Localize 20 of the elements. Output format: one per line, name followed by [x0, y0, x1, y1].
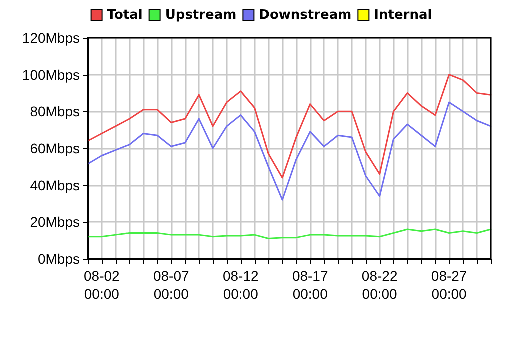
x-tick-label: 08-12 00:00 [222, 268, 259, 302]
legend-label: Upstream [165, 8, 237, 23]
y-tick-label: 120Mbps [22, 30, 80, 46]
y-tick-label: 60Mbps [30, 140, 80, 156]
x-tick-label: 08-02 00:00 [84, 268, 120, 302]
line-series [87, 102, 492, 201]
line-series [87, 228, 492, 240]
y-tick-label: 0Mbps [38, 251, 80, 267]
line-series [87, 74, 492, 179]
x-tick-label: 08-22 00:00 [362, 268, 398, 302]
y-tick-label: 80Mbps [30, 104, 80, 120]
y-tick-label: 20Mbps [30, 214, 80, 230]
y-tick-label: 100Mbps [22, 66, 80, 83]
legend-label: Internal [374, 8, 432, 23]
x-tick-label: 08-27 00:00 [431, 268, 468, 302]
legend-label: Downstream [259, 8, 352, 23]
legend-label: Total [107, 8, 143, 23]
y-tick-label: 40Mbps [30, 177, 80, 194]
x-tick-label: 08-17 00:00 [292, 268, 328, 302]
x-tick-label: 08-07 00:00 [153, 268, 190, 302]
